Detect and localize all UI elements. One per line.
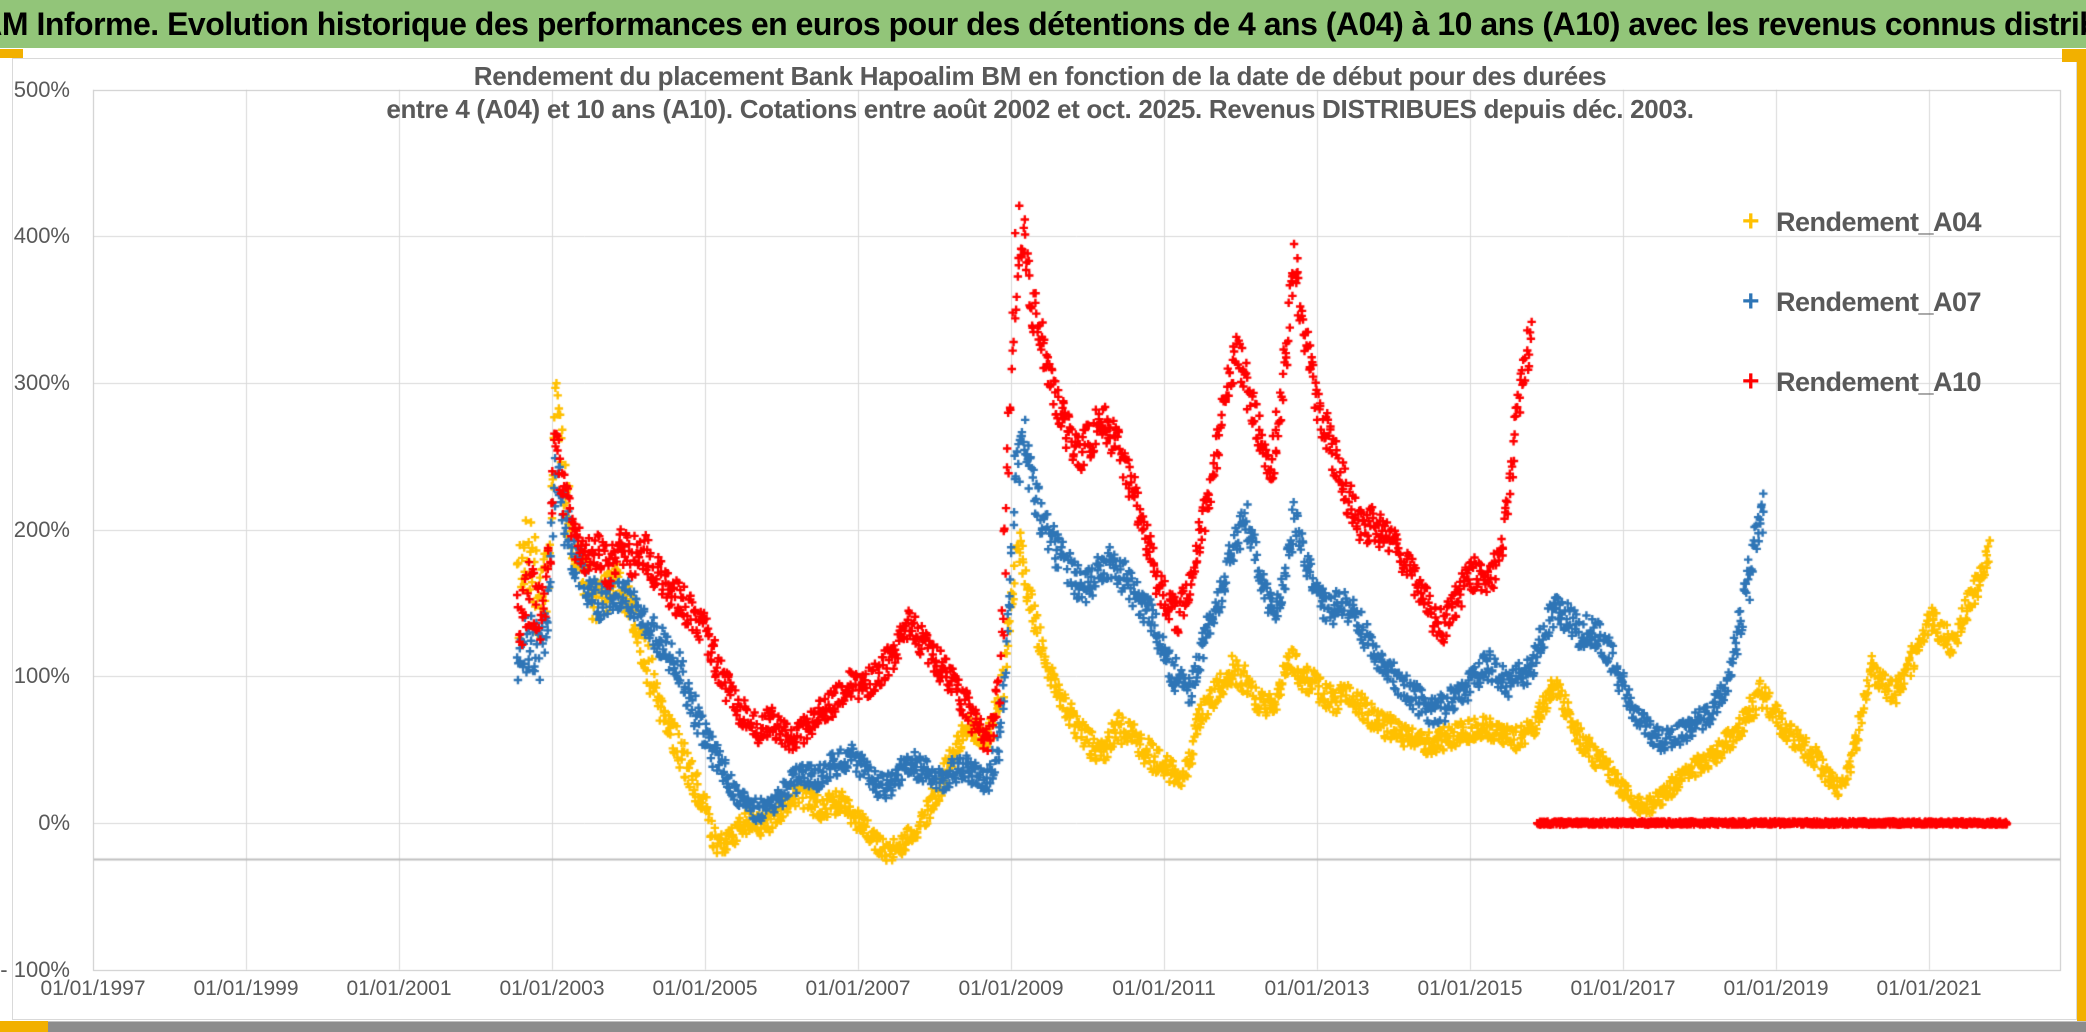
- x-axis-label: 01/01/2011: [1112, 977, 1216, 1000]
- y-axis-label: 100%: [13, 663, 70, 689]
- chart-title-line2: entre 4 (A04) et 10 ans (A10). Cotations…: [386, 94, 1694, 124]
- y-axis-label: 500%: [13, 76, 70, 102]
- bottom-window-edge: [48, 1021, 2086, 1032]
- plus-marker-icon: +: [1742, 285, 1760, 318]
- plus-marker-icon: +: [1742, 365, 1760, 398]
- x-axis-label: 01/01/2009: [958, 977, 1064, 1000]
- x-axis-label: 01/01/1999: [193, 977, 299, 1000]
- x-axis-label: 01/01/2019: [1723, 977, 1829, 1000]
- chart-object-frame[interactable]: [12, 58, 2077, 1020]
- x-axis-label: 01/01/2007: [805, 977, 911, 1000]
- y-axis-label: 0%: [38, 810, 70, 835]
- y-axis-label: 200%: [13, 516, 70, 542]
- y-axis-label: - 100%: [0, 956, 70, 982]
- chart-title: Rendement du placement Bank Hapoalim BM …: [260, 60, 1820, 126]
- plus-marker-icon: +: [1742, 205, 1760, 238]
- chart-legend: + Rendement_A04 + Rendement_A07 + Rendem…: [1742, 182, 2062, 422]
- x-axis-label: 01/01/2021: [1876, 977, 1982, 1000]
- x-axis-label: 01/01/2013: [1264, 977, 1370, 1000]
- x-axis-label: 01/01/2005: [652, 977, 758, 1000]
- selection-accent-top-left: [0, 49, 23, 58]
- y-axis-label: 400%: [13, 223, 70, 249]
- legend-item-rendement-a04[interactable]: + Rendement_A04: [1742, 182, 2062, 262]
- legend-label: Rendement_A10: [1776, 366, 1982, 397]
- sheet-title: ADAM Informe. Evolution historique des p…: [0, 5, 2086, 42]
- x-axis-label: 01/01/2015: [1417, 977, 1523, 1000]
- x-axis-label: 01/01/1997: [40, 977, 146, 1000]
- legend-label: Rendement_A07: [1776, 286, 1982, 317]
- legend-item-rendement-a10[interactable]: + Rendement_A10: [1742, 342, 2062, 422]
- x-axis-label: 01/01/2017: [1570, 977, 1676, 1000]
- x-axis-label: 01/01/2001: [346, 977, 452, 1000]
- x-axis-label: 01/01/2003: [499, 977, 605, 1000]
- legend-item-rendement-a07[interactable]: + Rendement_A07: [1742, 262, 2062, 342]
- selection-accent-right-bar: [2077, 49, 2086, 1022]
- legend-label: Rendement_A04: [1776, 206, 1982, 237]
- y-axis-label: 300%: [13, 369, 70, 395]
- chart-title-line1: Rendement du placement Bank Hapoalim BM …: [473, 61, 1607, 91]
- selection-accent-bottom-left: [0, 1021, 48, 1032]
- sheet-title-bar: ADAM Informe. Evolution historique des p…: [0, 0, 2086, 48]
